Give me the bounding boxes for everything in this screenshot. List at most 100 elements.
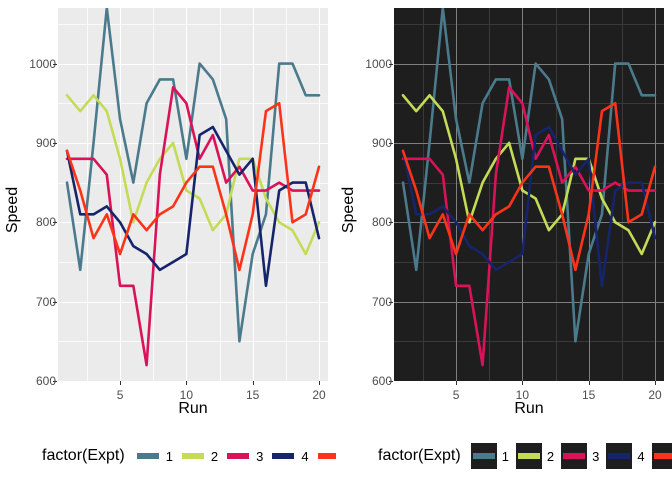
y-axis-tick-label: 600 — [371, 374, 392, 388]
legend-key-3 — [225, 443, 252, 469]
legend-label-1: 1 — [165, 448, 173, 464]
gridline-horizontal-major — [58, 142, 328, 144]
y-axis-tick-label: 600 — [35, 374, 56, 388]
legend-key-1 — [134, 443, 161, 469]
y-axis-tick-mark — [389, 222, 393, 224]
x-axis-title-text-dark: Run — [514, 400, 544, 417]
legend-key-3 — [561, 443, 588, 469]
gridline-horizontal-major — [58, 222, 328, 224]
y-axis-tick-mark — [389, 142, 393, 144]
gridline-vertical-major — [120, 8, 122, 381]
gridline-horizontal-minor — [394, 341, 664, 343]
legend-item-5[interactable]: 5 — [651, 443, 672, 469]
legend-swatch-2 — [181, 453, 204, 459]
legend-item-1[interactable]: 1 — [134, 443, 173, 469]
y-axis-tick-label: 700 — [371, 294, 392, 309]
legend-label-2: 2 — [546, 448, 555, 464]
legend-label-2: 2 — [210, 448, 219, 464]
x-axis-tick-mark — [456, 381, 458, 385]
y-axis-tick-label: 1000 — [365, 56, 392, 71]
legend-key-2 — [515, 443, 542, 469]
y-axis-tick-mark — [389, 63, 393, 65]
legend-item-2[interactable]: 2 — [179, 443, 219, 469]
gridline-horizontal-minor — [394, 23, 664, 25]
y-axis-tick-label: 800 — [371, 215, 392, 230]
x-axis-tick-label: 5 — [452, 388, 460, 402]
legend-swatch-5 — [317, 453, 336, 459]
series-line-1 — [65, 8, 321, 343]
x-axis-tick-label: 15 — [581, 388, 596, 402]
x-axis-tick-mark — [252, 381, 254, 385]
legend-key-2 — [179, 443, 206, 469]
gridline-horizontal-major — [58, 63, 328, 65]
y-axis-tick-label: 900 — [35, 135, 56, 150]
y-axis-tick-mark — [53, 301, 57, 303]
gridline-vertical-major — [588, 8, 590, 381]
legend-light: factor(Expt) 1 2 3 45 — [0, 432, 336, 480]
y-axis-tick-label: 900 — [371, 135, 392, 150]
y-axis-ticks-dark: 600 700 800 900 1000 — [336, 0, 393, 480]
gridline-horizontal-major — [58, 301, 328, 303]
x-axis-tick-mark — [319, 381, 320, 385]
legend-swatch-4 — [608, 453, 631, 459]
x-axis-tick-mark — [588, 381, 590, 385]
x-axis-title-dark: Run — [394, 400, 664, 422]
x-axis-tick-label: 5 — [116, 388, 124, 402]
y-axis-tick-mark — [53, 142, 57, 144]
x-axis-tick-label: 10 — [515, 388, 530, 402]
legend-swatch-1 — [472, 453, 495, 459]
gridline-vertical-major — [319, 8, 321, 381]
legend-swatch-1 — [136, 453, 159, 459]
gridline-vertical-minor — [621, 8, 623, 381]
series-line-4 — [65, 125, 321, 288]
legend-label-4: 4 — [301, 448, 309, 464]
gridline-horizontal-major — [394, 142, 664, 144]
x-axis-tick-mark — [120, 381, 122, 385]
series-line-5 — [65, 101, 321, 272]
legend-key-5 — [315, 443, 336, 469]
legend-item-5[interactable]: 5 — [315, 443, 336, 469]
x-axis-tick-label: 10 — [179, 388, 194, 402]
legend-swatch-2 — [517, 453, 540, 459]
legend-title: factor(Expt) — [42, 447, 125, 464]
legend-item-1[interactable]: 1 — [470, 443, 509, 469]
y-axis-tick-mark — [53, 222, 57, 224]
legend-item-4[interactable]: 4 — [606, 443, 645, 469]
gridline-horizontal-minor — [58, 341, 328, 343]
legend-item-3[interactable]: 3 — [225, 443, 263, 469]
legend-title-dark: factor(Expt) — [378, 447, 461, 464]
x-axis-title: Run — [58, 400, 328, 422]
y-axis-tick-label: 700 — [35, 294, 56, 309]
legend-key-1 — [470, 443, 497, 469]
gridline-vertical-major — [522, 8, 524, 381]
x-axis-tick-label: 20 — [648, 388, 662, 402]
y-axis-tick-mark — [389, 301, 393, 303]
x-axis-tick-label: 15 — [245, 388, 260, 402]
legend-label-3: 3 — [592, 448, 600, 464]
legend-item-3[interactable]: 3 — [561, 443, 599, 469]
legend-key-4 — [606, 443, 633, 469]
y-axis-tick-mark — [53, 63, 57, 65]
legend-label-3: 3 — [256, 448, 264, 464]
series-lines-light — [65, 8, 321, 367]
legend-swatch-3 — [227, 453, 250, 459]
y-axis-tick-mark — [389, 381, 393, 382]
legend-swatch-5 — [653, 453, 672, 459]
legend-label-1: 1 — [501, 448, 509, 464]
gridline-vertical-major — [252, 8, 254, 381]
series-line-5 — [401, 101, 657, 272]
gridline-horizontal-minor — [58, 23, 328, 25]
gridline-horizontal-minor — [394, 261, 664, 264]
legend-key-5 — [651, 443, 672, 469]
gridline-vertical-minor — [489, 8, 491, 381]
legend-item-4[interactable]: 4 — [270, 443, 309, 469]
x-axis-tick-mark — [186, 381, 188, 385]
plot-panel-light: Speed 600 700 800 900 1000 Run factor(Expt) … — [0, 8, 336, 480]
series-line-1 — [401, 8, 657, 343]
legend-label-4: 4 — [637, 448, 645, 464]
x-axis-tick-mark — [522, 381, 524, 385]
legend-item-2[interactable]: 2 — [515, 443, 555, 469]
series-line-4 — [401, 125, 657, 288]
y-axis-tick-mark — [53, 381, 57, 382]
